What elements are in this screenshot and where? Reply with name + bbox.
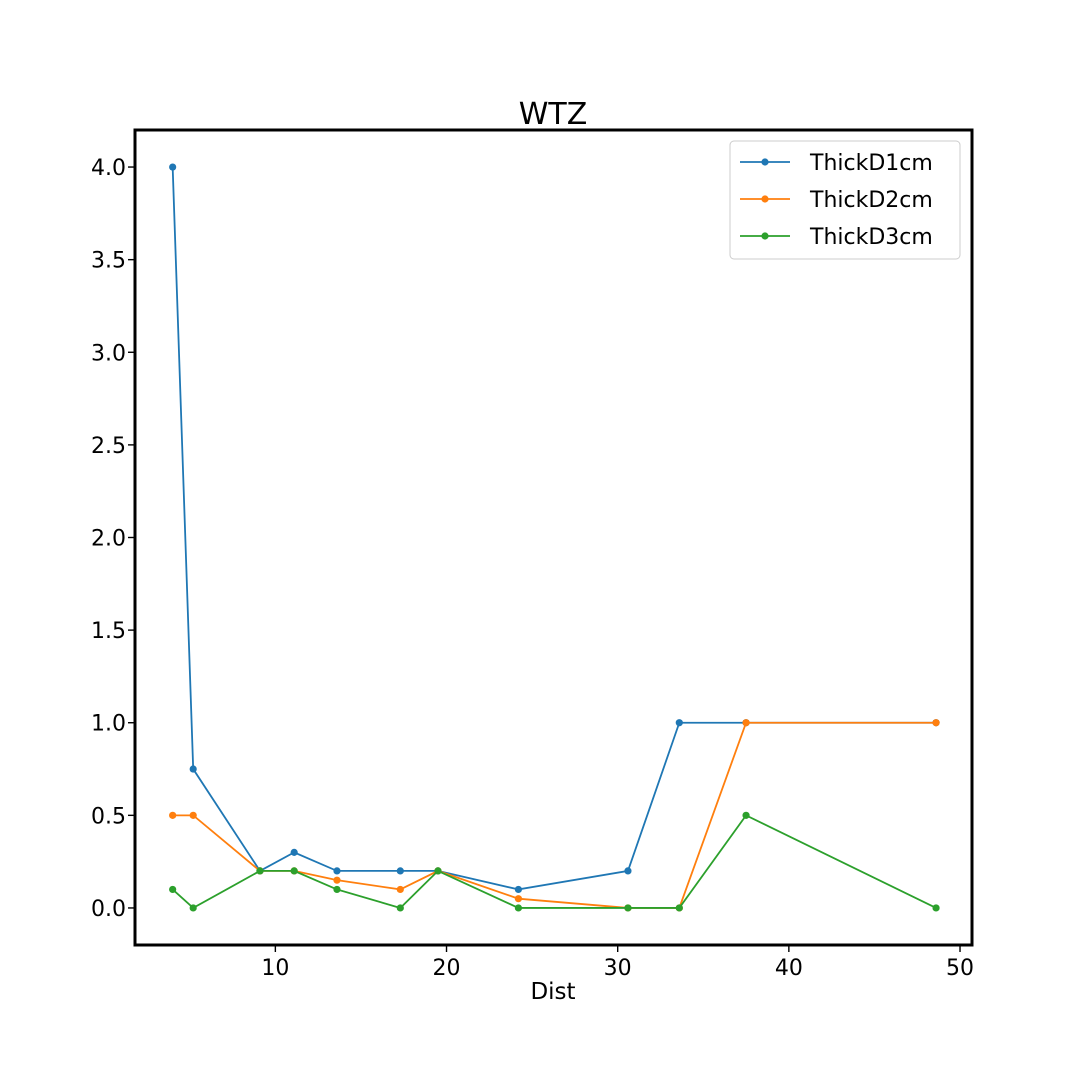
legend-entry-ThickD3cm: ThickD3cm	[740, 225, 933, 250]
series-line	[172, 721, 937, 909]
x-axis-label: Dist	[530, 979, 575, 1005]
data-point	[514, 904, 523, 912]
data-point	[742, 719, 750, 727]
data-point	[189, 904, 197, 912]
legend: ThickD1cm ThickD2cm ThickD3cm	[729, 140, 961, 260]
x-tick-label: 30	[604, 956, 632, 981]
data-point	[742, 811, 750, 819]
legend-label: ThickD1cm	[809, 151, 933, 176]
data-point	[290, 867, 298, 875]
legend-entry-ThickD1cm: ThickD1cm	[740, 151, 933, 176]
data-point	[189, 765, 197, 773]
data-point	[169, 811, 177, 819]
y-tick-label: 3.5	[91, 249, 126, 274]
data-point	[333, 876, 341, 884]
y-tick-label: 1.0	[91, 712, 126, 737]
data-point	[396, 904, 404, 912]
y-tick-label: 2.0	[91, 527, 126, 552]
data-point	[396, 867, 404, 875]
data-point	[396, 885, 404, 894]
data-point	[290, 848, 298, 856]
data-point	[514, 885, 523, 894]
series-ThickD1cm	[169, 163, 940, 894]
data-point	[675, 719, 683, 727]
data-point	[624, 904, 632, 912]
y-tick-label: 4.0	[91, 156, 126, 181]
legend-label: ThickD2cm	[809, 188, 933, 213]
data-point	[169, 163, 177, 171]
x-tick-label: 40	[775, 956, 803, 981]
data-point	[256, 867, 264, 875]
chart-title: WTZ	[519, 97, 588, 132]
plot-area-frame	[133, 128, 974, 947]
series-layer	[169, 163, 940, 912]
data-point	[169, 885, 177, 894]
legend-marker-swatch	[761, 158, 769, 166]
data-point	[189, 811, 197, 819]
x-tick-label: 10	[261, 956, 289, 981]
data-point	[333, 885, 341, 894]
data-point	[932, 719, 940, 727]
legend-box	[729, 140, 961, 260]
y-tick-label: 0.0	[91, 897, 126, 922]
data-point	[333, 867, 341, 875]
data-point	[624, 867, 632, 875]
y-tick-label: 0.5	[91, 804, 126, 829]
series-ThickD3cm	[169, 811, 940, 912]
data-point	[675, 904, 683, 912]
legend-entry-ThickD2cm: ThickD2cm	[740, 188, 933, 213]
legend-marker-swatch	[761, 232, 769, 240]
series-line	[172, 814, 937, 910]
y-tick-label: 2.5	[91, 434, 126, 459]
y-axis-ticks: 0.0 0.5 1.0 1.5 2.0 2.5 3.0 3.5 4.0	[91, 156, 135, 922]
legend-label: ThickD3cm	[809, 225, 933, 250]
data-point	[434, 867, 442, 875]
x-axis-ticks: 10 20 30 40 50	[261, 945, 974, 981]
x-tick-label: 20	[433, 956, 461, 981]
legend-marker-swatch	[761, 195, 769, 203]
x-tick-label: 50	[946, 956, 974, 981]
y-tick-label: 3.0	[91, 341, 126, 366]
data-point	[932, 904, 940, 912]
y-tick-label: 1.5	[91, 619, 126, 644]
series-line	[171, 167, 937, 891]
data-point	[514, 895, 523, 903]
